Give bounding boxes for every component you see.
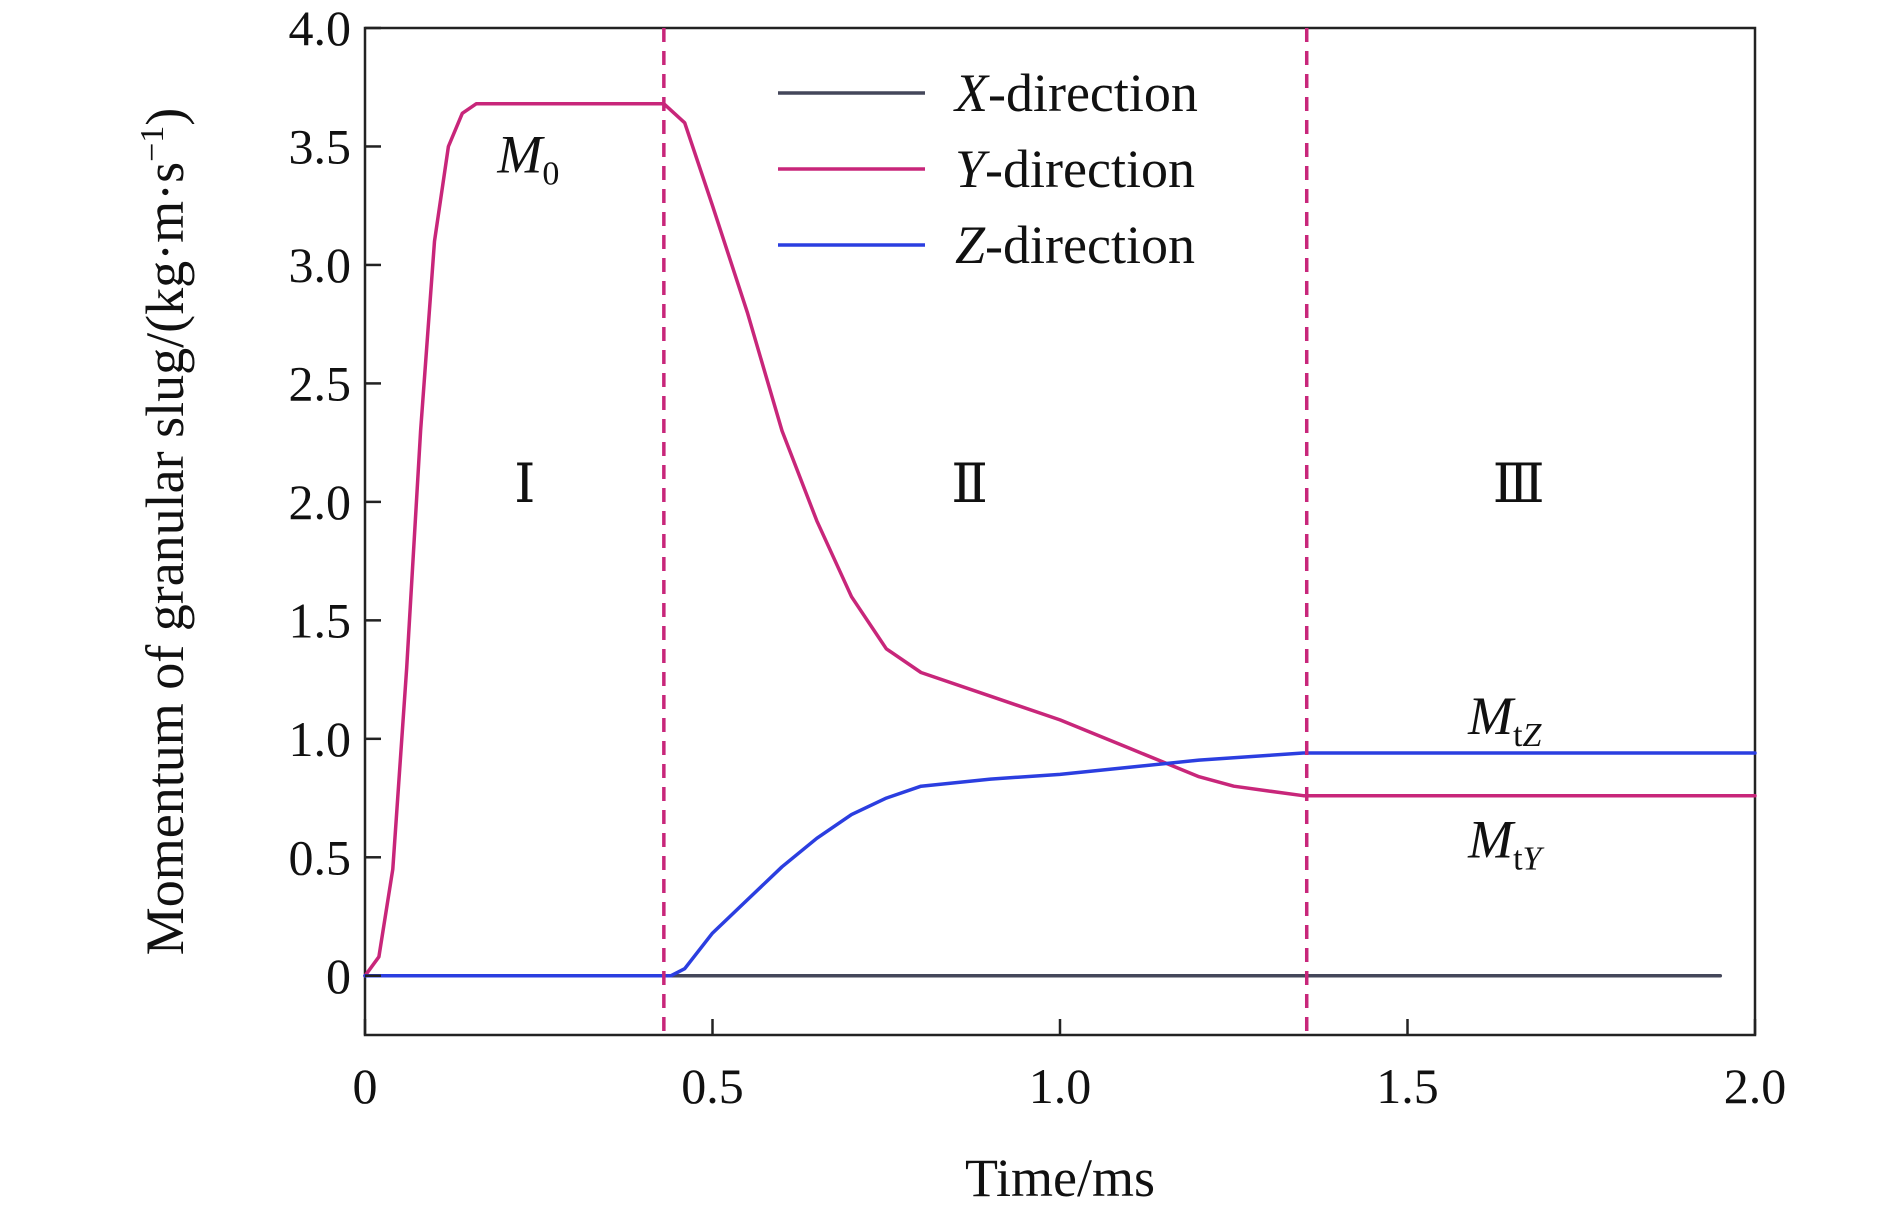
y-tick-label: 3.5 [289,118,352,174]
curve-annotation: MtZ [1467,686,1542,754]
region-labels: Ⅰ Ⅱ Ⅲ [514,454,1545,514]
x-tick-label: 0.5 [681,1058,744,1114]
y-tick-label: 1.5 [289,592,352,648]
series-line-3 [363,751,1757,978]
y-axis-title-main: Momentum of granular slug/(kg·m·s [135,162,195,955]
y-axis-title: Momentum of granular slug/(kg·m·s−1) [134,108,195,956]
legend-label: Z-direction [955,215,1195,275]
curve-annotation: MtY [1467,809,1544,877]
y-tick-label: 2.5 [289,355,352,411]
y-axis-title-close: ) [135,108,195,126]
x-tick-label: 0 [353,1058,378,1114]
x-axis-title: Time/ms [965,1148,1155,1208]
y-axis-ticks: 0 0.5 1.0 1.5 2.0 2.5 3.0 3.5 4.0 [289,0,381,1004]
x-tick-label: 2.0 [1724,1058,1787,1114]
series-line-2 [363,102,1757,978]
region-label: Ⅰ [514,454,535,514]
annotations: M0 MtZ MtY [496,125,1544,878]
y-tick-label: 0.5 [289,829,352,885]
legend-label: X-direction [953,63,1198,123]
y-tick-label: 2.0 [289,474,352,530]
curve-annotation: M0 [496,125,559,193]
phase-boundaries [662,28,1309,1035]
x-axis-ticks: 0 0.5 1.0 1.5 2.0 [353,1019,1787,1114]
legend-label: Y-direction [955,139,1195,199]
y-axis-title-sup: −1 [134,126,171,162]
y-tick-label: 3.0 [289,237,352,293]
y-tick-label: 0 [326,948,351,1004]
legend: X-direction Y-direction Z-direction [778,63,1198,275]
y-tick-label: 4.0 [289,0,352,56]
region-label: Ⅲ [1493,454,1545,514]
y-tick-label: 1.0 [289,711,352,767]
x-tick-label: 1.0 [1029,1058,1092,1114]
x-tick-label: 1.5 [1376,1058,1439,1114]
series-layer [363,102,1757,978]
region-label: Ⅱ [951,454,988,514]
